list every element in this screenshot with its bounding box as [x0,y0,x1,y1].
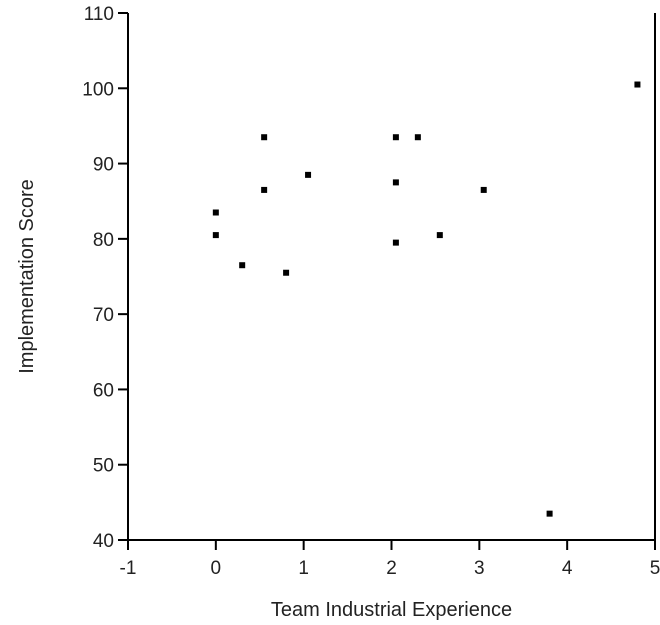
y-tick-label: 110 [84,4,114,25]
y-tick-label: 80 [93,230,114,251]
y-axis-ticks: 40 50 60 70 80 90 100 110 [82,4,128,552]
data-point [283,269,290,276]
data-point [261,186,268,193]
data-point [392,179,399,186]
x-tick-label: 2 [386,558,397,579]
y-tick-label: 60 [93,380,114,401]
data-point [305,171,312,178]
data-point [212,209,219,216]
x-tick-label: 5 [650,558,660,579]
plot-area-frame [127,13,656,541]
x-axis-ticks: -1 0 1 2 3 4 5 [120,540,660,579]
data-point [392,134,399,141]
y-tick-label: 90 [93,155,114,176]
data-point [261,134,268,141]
y-tick-label: 100 [82,79,114,100]
x-tick-label: 0 [211,558,222,579]
data-point [392,239,399,246]
x-tick-label: 1 [298,558,309,579]
data-point [239,262,246,269]
y-tick-label: 70 [93,305,114,326]
data-point [212,232,219,239]
y-tick-label: 40 [93,531,114,552]
x-tick-label: 3 [474,558,485,579]
data-point [414,134,421,141]
data-point [480,186,487,193]
x-tick-label: 4 [562,558,573,579]
data-point [436,232,443,239]
y-tick-label: 50 [93,456,114,477]
y-axis-label: Implementation Score [16,179,38,374]
data-point [546,510,553,517]
data-points [212,81,641,517]
x-tick-label: -1 [120,558,137,579]
x-axis-label: Team Industrial Experience [271,599,512,621]
data-point [634,81,641,88]
